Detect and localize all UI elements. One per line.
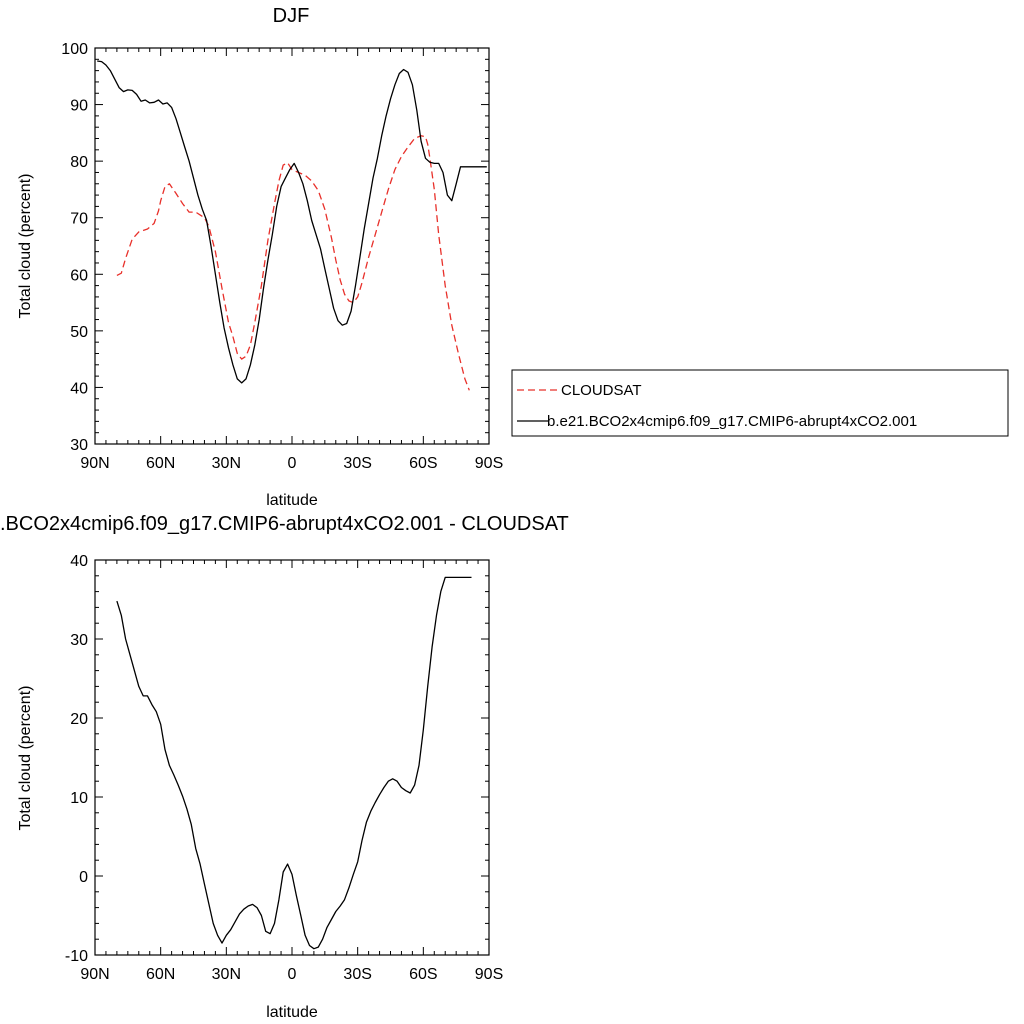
bottom-chart-y-axis-label: Total cloud (percent) — [17, 686, 34, 831]
top-chart-y-tick-label: 50 — [70, 324, 88, 341]
bottom-chart-title: .BCO2x4cmip6.f09_g17.CMIP6-abrupt4xCO2.0… — [0, 513, 569, 535]
bottom-chart-plot-frame — [94, 559, 490, 956]
legend-label-model: b.e21.BCO2x4cmip6.f09_g17.CMIP6-abrupt4x… — [547, 413, 917, 430]
bottom-chart-y-tick-label: 0 — [79, 869, 88, 886]
bottom-chart-y-tick-label: -10 — [65, 948, 88, 965]
bottom-chart-y-tick-label: 20 — [70, 711, 88, 728]
bottom-chart-x-axis-label: latitude — [266, 1004, 318, 1021]
legend-box — [511, 369, 1009, 437]
top-chart: DJF 90N 60N 30N 0 30S 60S 90S 30 40 50 60 70 80 90 100… — [17, 5, 503, 509]
top-chart-x-axis-label: latitude — [266, 492, 318, 509]
bottom-chart-x-tick-label: 60N — [146, 966, 175, 983]
bottom-chart-y-tick-label: 10 — [70, 790, 88, 807]
bottom-chart-x-tick-label: 90N — [80, 966, 109, 983]
top-chart-y-tick-label: 90 — [70, 98, 88, 115]
top-chart-x-tick-label: 60S — [409, 455, 437, 472]
bottom-chart-x-tick-label: 30N — [212, 966, 241, 983]
top-chart-line-cloudsat — [116, 135, 470, 391]
top-chart-y-tick-label: 70 — [70, 211, 88, 228]
bottom-chart-x-tick-label: 90S — [475, 966, 503, 983]
top-chart-legend: CLOUDSAT b.e21.BCO2x4cmip6.f09_g17.CMIP6… — [511, 369, 1009, 437]
top-chart-line-model — [97, 60, 487, 384]
top-chart-x-tick-label: 30N — [212, 455, 241, 472]
top-chart-y-axis-label: Total cloud (percent) — [17, 174, 34, 319]
top-chart-title: DJF — [273, 5, 310, 27]
top-chart-y-tick-label: 60 — [70, 267, 88, 284]
top-chart-plot-frame — [94, 47, 490, 445]
bottom-chart-line-difference — [116, 576, 472, 950]
bottom-chart-y-tick-label: 40 — [70, 553, 88, 570]
top-chart-ticks: 90N 60N 30N 0 30S 60S 90S 30 40 50 60 70 80 90 100 — [61, 41, 503, 472]
top-chart-x-tick-label: 90S — [475, 455, 503, 472]
bottom-chart-x-tick-label: 0 — [288, 966, 297, 983]
top-chart-x-tick-label: 90N — [80, 455, 109, 472]
top-chart-series-group — [97, 60, 487, 391]
top-chart-y-tick-label: 80 — [70, 154, 88, 171]
legend-label-cloudsat: CLOUDSAT — [561, 382, 642, 399]
bottom-chart-y-tick-label: 30 — [70, 632, 88, 649]
top-chart-x-tick-label: 30S — [343, 455, 371, 472]
top-chart-x-tick-label: 60N — [146, 455, 175, 472]
top-chart-y-tick-label: 30 — [70, 437, 88, 454]
top-chart-x-tick-label: 0 — [288, 455, 297, 472]
bottom-chart-x-tick-label: 30S — [343, 966, 371, 983]
bottom-chart-ticks: 90N 60N 30N 0 30S 60S 90S -10 0 10 20 30 40 — [65, 553, 503, 983]
top-chart-y-tick-label: 100 — [61, 41, 88, 58]
top-chart-y-tick-label: 40 — [70, 380, 88, 397]
bottom-chart: .BCO2x4cmip6.f09_g17.CMIP6-abrupt4xCO2.0… — [0, 513, 569, 1021]
bottom-chart-x-tick-label: 60S — [409, 966, 437, 983]
bottom-chart-series-group — [116, 576, 472, 950]
